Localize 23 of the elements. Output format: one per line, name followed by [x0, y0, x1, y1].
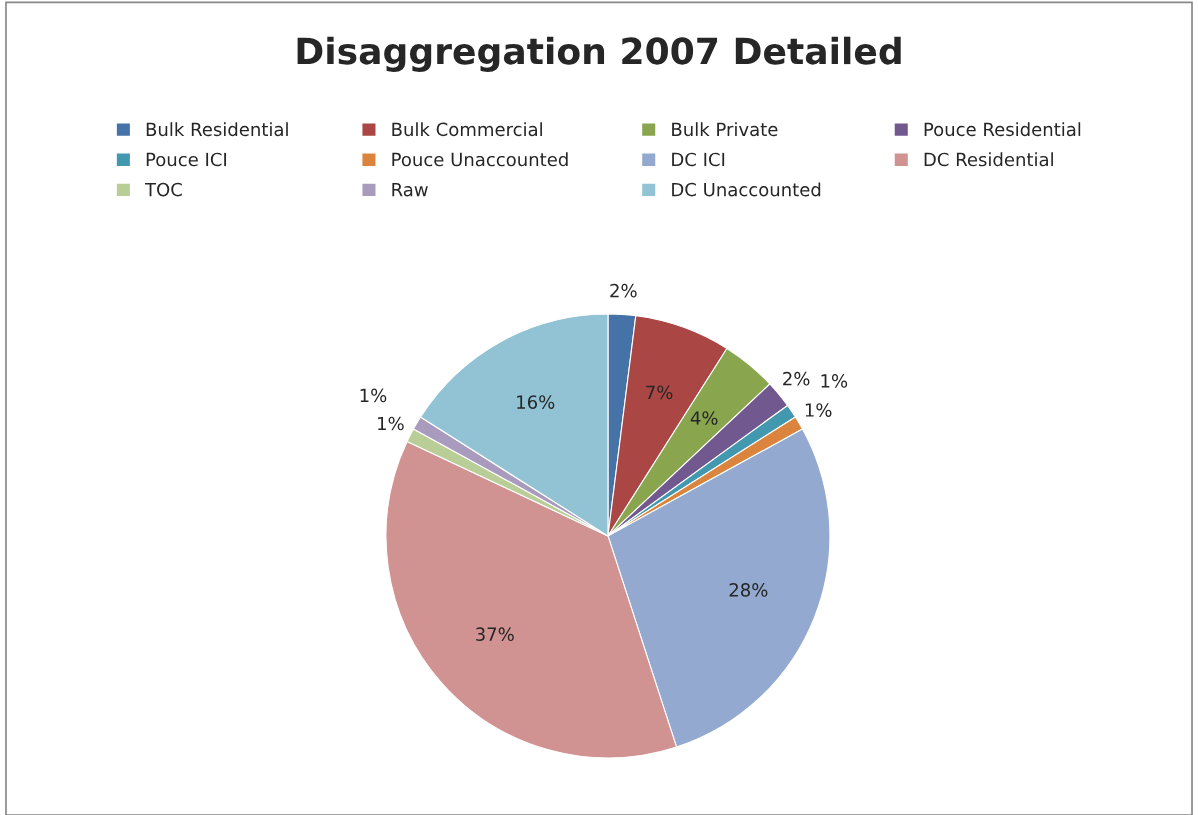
data-label: 2%: [783, 371, 810, 386]
legend-label: DC ICI: [672, 152, 725, 167]
data-label: 1%: [378, 416, 404, 431]
data-label: 1%: [805, 403, 832, 417]
chart-title: Disaggregation 2007 Detailed: [297, 36, 901, 72]
data-label: 7%: [646, 385, 673, 400]
data-label: 4%: [690, 411, 718, 425]
data-label: 1%: [821, 374, 848, 388]
data-label: 37%: [476, 627, 514, 642]
legend-label: Bulk Private: [672, 122, 778, 137]
legend-label: Pouce ICI: [146, 152, 226, 167]
legend-label: Raw: [392, 182, 428, 197]
data-label: 16%: [517, 395, 555, 409]
legend-label: TOC: [144, 182, 182, 197]
legend-label: DC Unaccounted: [672, 182, 821, 197]
legend-label: DC Residential: [924, 152, 1053, 167]
legend-label: Pouce Unaccounted: [392, 152, 568, 167]
data-label: 2%: [610, 283, 637, 298]
legend-label: Bulk Commercial: [392, 122, 542, 137]
data-label: 1%: [360, 388, 387, 403]
data-label: 28%: [729, 583, 768, 597]
legend-label: Pouce Residential: [924, 122, 1081, 137]
legend-label: Bulk Residential: [146, 122, 288, 137]
